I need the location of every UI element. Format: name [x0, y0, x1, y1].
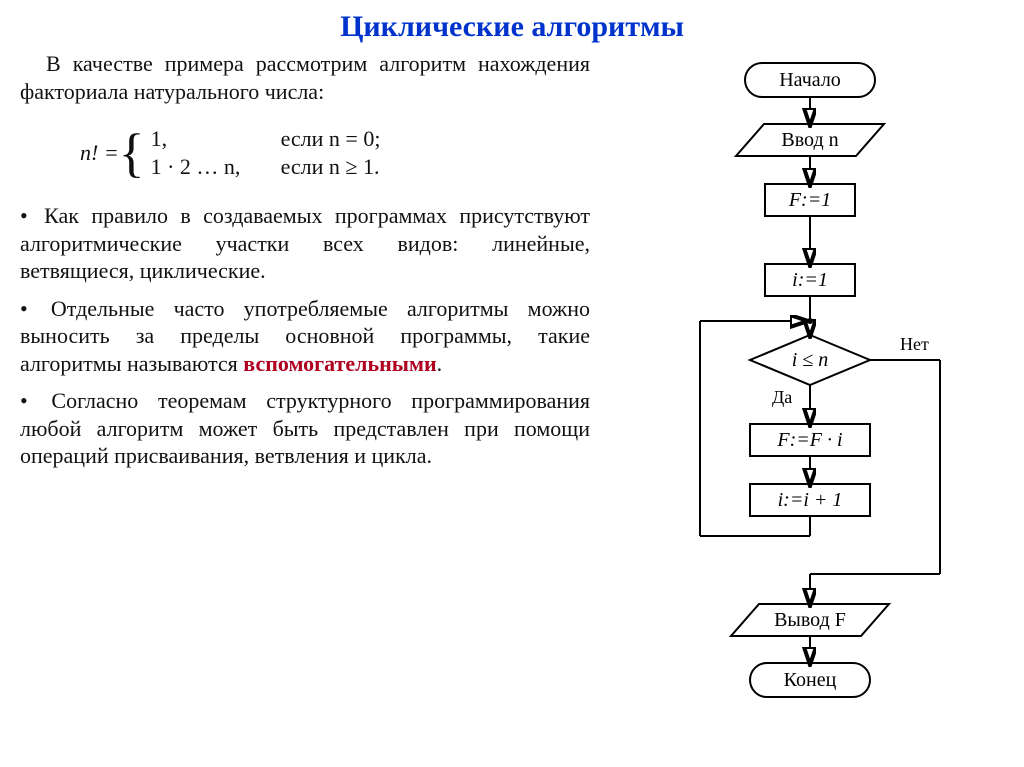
svg-text:Конец: Конец [784, 669, 837, 691]
bullet-dot-icon: • [20, 296, 28, 321]
svg-text:F:=F · i: F:=F · i [776, 429, 842, 451]
svg-text:i ≤ n: i ≤ n [792, 349, 829, 371]
bullet-item: • Согласно теоремам структурного програм… [20, 387, 590, 470]
svg-text:Ввод n: Ввод n [781, 129, 838, 151]
formula-case1-cond: если n = 0; [281, 125, 381, 153]
bullet-dot-icon: • [20, 203, 28, 228]
formula-case1-expr: 1, [151, 125, 261, 153]
bullet-text: Согласно теоремам структурного программи… [20, 388, 590, 468]
bullet-item: • Как правило в создаваемых программах п… [20, 202, 590, 285]
svg-text:Нет: Нет [900, 334, 929, 354]
formula-case2-cond: если n ≥ 1. [281, 153, 380, 181]
bullet-emph: вспомогательными [243, 351, 436, 376]
flowchart-svg: Начало Ввод n F:=1 i:=1 i ≤ n F:=F · i i:=i + … [610, 50, 1010, 730]
svg-text:Начало: Начало [779, 69, 841, 91]
intro-span: В качестве примера рассмотрим алгоритм н… [20, 51, 590, 104]
bullet-item: • Отдельные часто употребляемые алгоритм… [20, 295, 590, 378]
bullet-dot-icon: • [20, 388, 28, 413]
svg-text:F:=1: F:=1 [788, 189, 831, 211]
bullet-text-after: . [437, 351, 443, 376]
bullet-list: • Как правило в создаваемых программах п… [20, 202, 590, 470]
formula-lhs: n! = [80, 139, 119, 167]
intro-text: В качестве примера рассмотрим алгоритм н… [20, 50, 590, 105]
left-column: В качестве примера рассмотрим алгоритм н… [20, 50, 590, 730]
svg-text:Да: Да [772, 387, 792, 407]
flowchart-column: Начало Ввод n F:=1 i:=1 i ≤ n F:=F · i i:=i + … [610, 50, 1010, 730]
svg-text:Вывод F: Вывод F [774, 609, 846, 631]
svg-text:i:=1: i:=1 [792, 269, 828, 291]
page-title: Циклические алгоритмы [20, 10, 1004, 44]
formula-case2-expr: 1 · 2 … n, [151, 153, 261, 181]
formula-block: n! = { 1, если n = 0; 1 · 2 … n, если n … [80, 125, 590, 180]
bullet-text: Как правило в создаваемых программах при… [20, 203, 590, 283]
svg-text:i:=i + 1: i:=i + 1 [778, 489, 843, 511]
brace-icon: { [119, 133, 145, 173]
